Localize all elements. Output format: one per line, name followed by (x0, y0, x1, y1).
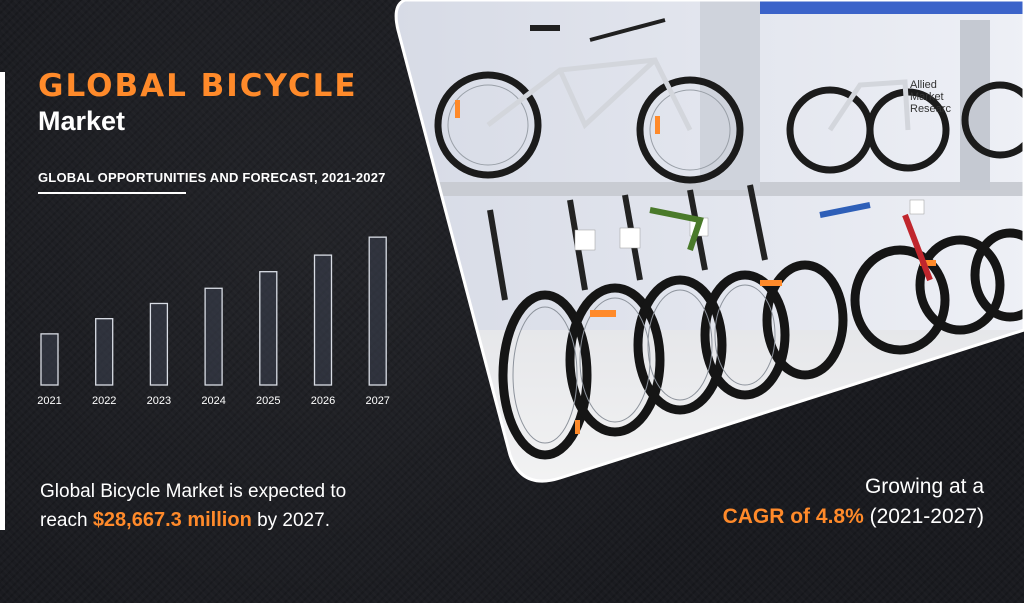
tick-label-2023: 2023 (147, 395, 171, 407)
watermark-line1: Allied (910, 79, 937, 91)
bar-2024 (204, 287, 223, 386)
bar-2021 (40, 333, 59, 386)
cagr-period: (2021-2027) (863, 505, 984, 528)
bar-2022 (95, 318, 114, 386)
summary-prefix: reach (40, 510, 93, 531)
page-title: GLOBAL BICYCLE (38, 68, 358, 104)
tick-label-2026: 2026 (311, 395, 335, 407)
chart-subtitle: GLOBAL OPPORTUNITIES AND FORECAST, 2021-… (38, 170, 386, 185)
tick-label-2021: 2021 (37, 395, 61, 407)
tick-label-2027: 2027 (365, 395, 389, 407)
bar-chart: 2021 2022 2023 2024 2025 2026 2027 (37, 236, 390, 407)
bar-2023 (149, 302, 169, 386)
bar-2026 (313, 254, 333, 386)
page-title-market: Market (38, 106, 126, 136)
watermark-line2: Market (910, 91, 944, 103)
growth-summary: Growing at a CAGR of 4.8% (2021-2027) (723, 472, 984, 532)
subtitle-underline (38, 192, 186, 194)
tick-label-2022: 2022 (92, 395, 116, 407)
cagr-value: CAGR of 4.8% (722, 505, 864, 528)
tick-label-2024: 2024 (201, 395, 225, 407)
bar-2027 (368, 236, 387, 386)
tick-label-2025: 2025 (256, 395, 280, 407)
market-value: $28,667.3 million (92, 509, 252, 531)
bar-2025 (259, 271, 278, 386)
left-accent-bar (0, 72, 5, 530)
summary-suffix: by 2027. (251, 510, 330, 531)
watermark-line3: Researc (910, 103, 951, 115)
growth-line1: Growing at a (864, 475, 984, 498)
market-summary: Global Bicycle Market is expected to rea… (40, 478, 346, 535)
summary-line1: Global Bicycle Market is expected to (40, 481, 347, 502)
